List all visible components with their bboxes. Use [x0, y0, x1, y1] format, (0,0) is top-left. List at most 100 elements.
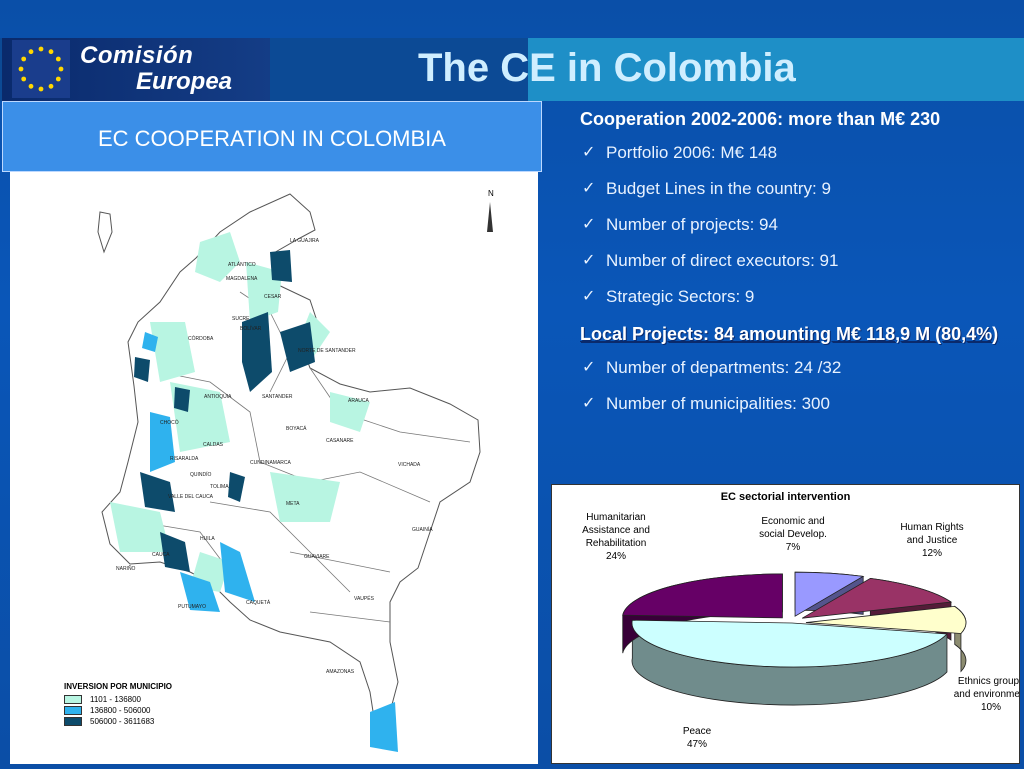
legend-swatch-3: [64, 717, 82, 726]
legend-row-1: 1101 - 136800: [64, 695, 172, 704]
list-item-text: Portfolio 2006: M€ 148: [606, 143, 778, 162]
list-item: ✓ Number of departments: 24 /32: [580, 358, 1010, 378]
header-title-band: [528, 38, 1024, 101]
map-region-label: TOLIMA: [210, 484, 229, 490]
map-region-label: META: [286, 501, 300, 507]
legend-swatch-2: [64, 706, 82, 715]
check-icon: ✓: [582, 216, 596, 233]
map-region-label: CASANARE: [326, 438, 354, 444]
island: [97, 211, 113, 254]
list-item: ✓ Number of direct executors: 91: [580, 251, 1010, 271]
pie-slice-ethnics-groups-and-environment: [805, 605, 967, 634]
map-region-label: ATLÁNTICO: [228, 262, 256, 268]
map-region-label: RISARALDA: [170, 456, 199, 462]
check-icon: ✓: [582, 359, 596, 376]
list-item-text: Number of municipalities: 300: [606, 394, 830, 413]
map-region-label: NORTE DE SANTANDER: [298, 348, 356, 354]
pie-label: Ethnics groups and environment 10%: [953, 676, 1020, 713]
list-item: ✓ Strategic Sectors: 9: [580, 287, 1010, 307]
map-region-label: BOYACÁ: [286, 426, 307, 432]
pie-label: Economic and social Develop. 7%: [759, 516, 827, 553]
map-legend: INVERSION POR MUNICIPIO 1101 - 136800 13…: [64, 682, 172, 728]
map-svg: N: [97, 189, 494, 752]
logo-text-line1: Comisión: [80, 42, 194, 69]
panel-heading: EC COOPERATION IN COLOMBIA: [2, 101, 542, 172]
legend-row-2: 136800 - 506000: [64, 706, 172, 715]
eu-star-icon: [55, 56, 61, 62]
check-icon: ✓: [582, 180, 596, 197]
eu-star-icon: [58, 66, 64, 72]
map-region-label: CAUCA: [152, 552, 170, 558]
cooperation-heading: Cooperation 2002-2006: more than M€ 230: [580, 109, 941, 129]
legend-label-1: 1101 - 136800: [90, 695, 142, 704]
eu-star-icon: [28, 49, 34, 55]
map-region-label: NARIÑO: [116, 566, 136, 572]
eu-star-icon: [38, 86, 44, 92]
map-region-label: AMAZONAS: [326, 669, 355, 675]
map-region-label: GUAINÍA: [412, 527, 433, 533]
chart-title: EC sectorial intervention: [720, 491, 851, 503]
eu-star-icon: [38, 46, 44, 52]
check-icon: ✓: [582, 395, 596, 412]
pie-slice-economic-and-social-develop: [794, 571, 865, 617]
pie-slice-humanitarian-assistance-and-rehabilitation: [622, 573, 783, 619]
pie-svg: [622, 571, 967, 706]
cooperation-summary: Cooperation 2002-2006: more than M€ 230 …: [580, 108, 1010, 430]
list-item-text: Strategic Sectors: 9: [606, 287, 755, 306]
logo-text-line2: Europea: [136, 68, 233, 95]
list-item: ✓ Budget Lines in the country: 9: [580, 179, 1010, 199]
list-item-text: Budget Lines in the country: 9: [606, 179, 831, 198]
eu-star-icon: [55, 76, 61, 82]
check-icon: ✓: [582, 144, 596, 161]
list-item: ✓ Number of municipalities: 300: [580, 394, 1010, 414]
map-region-label: CAQUETÁ: [246, 600, 271, 606]
list-item-text: Number of projects: 94: [606, 215, 778, 234]
map-region-label: CUNDINAMARCA: [250, 460, 291, 466]
legend-label-3: 506000 - 3611683: [90, 717, 155, 726]
eu-star-icon: [28, 83, 34, 89]
list-item: ✓ Portfolio 2006: M€ 148: [580, 143, 1010, 163]
legend-label-2: 136800 - 506000: [90, 706, 151, 715]
pie-label: Peace 47%: [682, 726, 712, 750]
check-icon: ✓: [582, 288, 596, 305]
legend-title: INVERSION POR MUNICIPIO: [64, 682, 173, 691]
eu-star-icon: [21, 76, 27, 82]
legend-swatch-1: [64, 695, 82, 704]
map-region-label: SUCRE: [232, 316, 250, 322]
list-item-text: Number of departments: 24 /32: [606, 358, 842, 377]
sector-pie-chart: EC sectorial intervention Economic and s…: [551, 484, 1020, 764]
eu-flag-icon: [12, 40, 70, 98]
panel-heading-text: EC COOPERATION IN COLOMBIA: [98, 126, 446, 151]
eu-star-icon: [48, 49, 54, 55]
map-region-label: PUTUMAYO: [178, 604, 206, 610]
north-label: N: [488, 189, 494, 198]
map-region-label: MAGDALENA: [226, 276, 258, 282]
map-region-label: CESAR: [264, 294, 282, 300]
colombia-map: N: [10, 172, 538, 764]
eu-star-icon: [18, 66, 24, 72]
map-region-label: CÓRDOBA: [188, 336, 214, 342]
map-region-label: ANTIOQUIA: [204, 394, 232, 400]
check-icon: ✓: [582, 252, 596, 269]
map-region-label: VICHADA: [398, 462, 421, 468]
map-region-label: CHOCÓ: [160, 420, 179, 426]
pie-label: Humanitarian Assistance and Rehabilitati…: [582, 512, 650, 562]
pie-slice-human-rights-and-justice: [802, 577, 953, 619]
map-region-label: GUAVIARE: [304, 554, 330, 560]
eu-star-icon: [48, 83, 54, 89]
map-region-label: LA GUAJIRA: [290, 238, 319, 244]
map-region-label: SANTANDER: [262, 394, 293, 400]
map-region-label: ARAUCA: [348, 398, 369, 404]
eu-star-icon: [21, 56, 27, 62]
map-region-label: VALLE DEL CAUCA: [168, 494, 214, 500]
page-title: The CE in Colombia: [418, 46, 796, 90]
pie-slice-peace: [631, 619, 948, 668]
legend-row-3: 506000 - 3611683: [64, 717, 172, 726]
north-arrow-icon: [487, 202, 493, 232]
map-region-label: BOLÍVAR: [240, 326, 262, 332]
list-item-text: Number of direct executors: 91: [606, 251, 839, 270]
local-projects-heading: Local Projects: 84 amounting M€ 118,9 M …: [580, 324, 999, 344]
map-region-label: HUILA: [200, 536, 215, 542]
pie-label: Human Rights and Justice 12%: [900, 522, 964, 559]
map-region-label: CALDAS: [203, 442, 224, 448]
